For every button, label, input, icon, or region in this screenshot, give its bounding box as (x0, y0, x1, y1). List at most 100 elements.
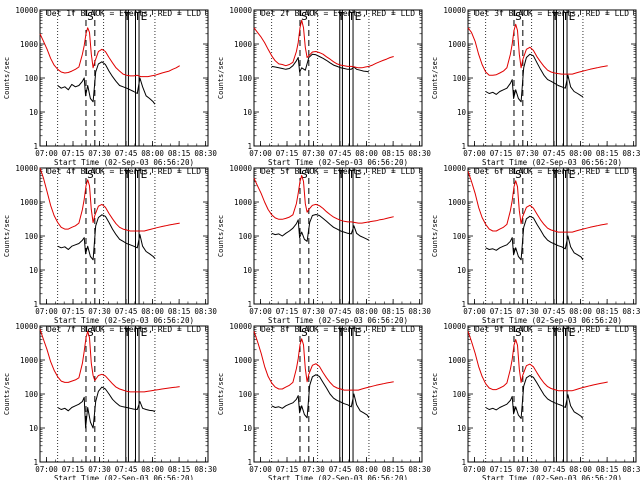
marker-letter: T (124, 326, 131, 339)
series-events-line (271, 53, 370, 73)
y-axis-label: Counts/sec (217, 57, 225, 99)
y-tick-label: 10 (29, 108, 39, 117)
x-tick-label: 07:00 (35, 307, 58, 316)
y-tick-label: 10 (29, 424, 39, 433)
y-axis-label: Counts/sec (3, 57, 11, 99)
marker-letter: T (348, 10, 355, 23)
y-tick-label: 10 (243, 266, 253, 275)
y-tick-label: 10 (243, 108, 253, 117)
x-tick-label: 08:30 (408, 149, 431, 158)
y-tick-label: 10 (243, 424, 253, 433)
x-tick-label: 08:15 (382, 465, 405, 474)
marker-letter: S (515, 168, 522, 181)
x-tick-label: 08:30 (408, 465, 431, 474)
x-tick-label: 07:30 (516, 149, 539, 158)
x-axis-label: Start Time (02-Sep-03 06:56:20) (268, 474, 408, 480)
x-tick-label: 07:15 (62, 149, 85, 158)
x-tick-label: 08:15 (596, 307, 619, 316)
y-axis-label: Counts/sec (431, 215, 439, 257)
x-tick-label: 07:30 (302, 149, 325, 158)
marker-letter: T (338, 326, 345, 339)
marker-letter: S (515, 10, 522, 23)
y-axis-label: Counts/sec (431, 57, 439, 99)
marker-letter: T (338, 168, 345, 181)
x-axis-label: Start Time (02-Sep-03 06:56:20) (54, 158, 194, 167)
series-events-line (485, 215, 584, 261)
x-tick-label: 08:00 (569, 307, 592, 316)
series-events-line (57, 386, 156, 429)
marker-letter: S (301, 168, 308, 181)
y-tick-label: 100 (452, 74, 466, 83)
panel-title: Det 8f BLACK = Events, RED = LLD (261, 325, 415, 334)
series-events-line (57, 214, 156, 261)
marker-letter: T (562, 10, 569, 23)
x-tick-label: 07:30 (302, 465, 325, 474)
y-axis-label: Counts/sec (431, 373, 439, 415)
marker-letter: T (348, 326, 355, 339)
x-tick-label: 07:00 (249, 307, 272, 316)
y-tick-label: 10000 (229, 322, 252, 331)
marker-letter: S (515, 326, 522, 339)
marker-letter: S (87, 326, 94, 339)
x-tick-label: 08:30 (194, 149, 217, 158)
x-tick-label: 08:15 (168, 307, 191, 316)
x-tick-label: 08:00 (355, 307, 378, 316)
y-tick-label: 10000 (15, 322, 38, 331)
x-tick-label: 07:15 (276, 149, 299, 158)
plot-frame (467, 325, 637, 463)
x-tick-label: 08:15 (596, 465, 619, 474)
x-axis-label: Start Time (02-Sep-03 06:56:20) (482, 158, 622, 167)
plot-frame (253, 9, 423, 147)
y-tick-label: 10 (457, 424, 467, 433)
y-tick-label: 10 (457, 266, 467, 275)
detector-panel-2: Det 2f BLACK = Events, RED = LLD 1 10 100 10… (217, 6, 431, 167)
x-tick-label: 07:15 (276, 465, 299, 474)
detector-panel-6: Det 6f BLACK = Events, RED = LLD 1 10 100 10… (431, 164, 640, 325)
y-tick-label: 10000 (443, 164, 466, 173)
x-tick-label: 08:30 (194, 307, 217, 316)
x-tick-label: 08:15 (596, 149, 619, 158)
marker-letter: T (552, 326, 559, 339)
y-tick-label: 1 (461, 458, 466, 467)
panel-title: Det 1f BLACK = Events, RED = LLD (47, 9, 201, 18)
x-tick-label: 07:00 (463, 149, 486, 158)
marker-letter: T (552, 10, 559, 23)
marker-letter: S (301, 326, 308, 339)
y-tick-label: 1 (247, 300, 252, 309)
y-tick-label: 1000 (20, 40, 39, 49)
y-tick-label: 10000 (15, 164, 38, 173)
x-tick-label: 08:00 (569, 149, 592, 158)
y-tick-label: 1000 (20, 356, 39, 365)
x-tick-label: 07:45 (115, 465, 138, 474)
panel-title: Det 3f BLACK = Events, RED = LLD (475, 9, 629, 18)
y-tick-label: 1 (461, 142, 466, 151)
marker-letter: T (348, 168, 355, 181)
y-tick-label: 100 (24, 390, 38, 399)
marker-letter: S (87, 10, 94, 23)
x-tick-label: 07:00 (249, 465, 272, 474)
y-tick-label: 10000 (443, 6, 466, 15)
marker-letter: T (562, 168, 569, 181)
panel-title: Det 7f BLACK = Events, RED = LLD (47, 325, 201, 334)
panel-title: Det 6f BLACK = Events, RED = LLD (475, 167, 629, 176)
x-tick-label: 07:30 (516, 465, 539, 474)
y-axis-label: Counts/sec (217, 215, 225, 257)
marker-letter: E (355, 10, 362, 23)
x-tick-label: 07:45 (543, 149, 566, 158)
series-events-line (57, 61, 156, 105)
y-tick-label: 10000 (15, 6, 38, 15)
x-tick-label: 07:45 (329, 149, 352, 158)
marker-letter: E (569, 168, 576, 181)
y-tick-label: 100 (238, 232, 252, 241)
y-tick-label: 1000 (448, 40, 467, 49)
plot-frame (253, 325, 423, 463)
x-tick-label: 08:00 (569, 465, 592, 474)
x-tick-label: 07:30 (516, 307, 539, 316)
y-tick-label: 1 (33, 458, 38, 467)
y-axis-label: Counts/sec (3, 215, 11, 257)
series-lld-line (467, 171, 608, 233)
x-tick-label: 07:15 (490, 149, 513, 158)
y-tick-label: 10 (457, 108, 467, 117)
x-tick-label: 07:45 (329, 307, 352, 316)
